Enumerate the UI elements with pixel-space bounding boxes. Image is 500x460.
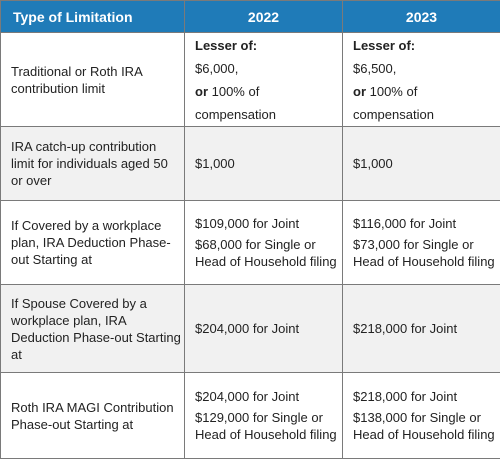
percent-line: or 100% of — [353, 80, 497, 103]
cell-2023: $116,000 for Joint $73,000 for Single or… — [342, 200, 500, 285]
single-value: $73,000 for Single or Head of Household … — [353, 237, 495, 269]
joint-value: $109,000 for Joint — [195, 216, 300, 231]
header-type-of-limitation: Type of Limitation — [0, 0, 185, 33]
percent-text: 100% of — [366, 83, 418, 99]
header-row: Type of Limitation 2022 2023 — [0, 0, 500, 33]
compensation-text: compensation — [195, 106, 276, 122]
cell-2023: $218,000 for Joint $138,000 for Single o… — [342, 372, 500, 459]
table-row: If Covered by a workplace plan, IRA Dedu… — [0, 200, 500, 285]
table-row: IRA catch-up contribution limit for indi… — [0, 126, 500, 201]
joint-value: $204,000 for Joint — [195, 389, 300, 404]
amount-value: $6,000, — [195, 60, 239, 76]
or-label: or — [353, 83, 366, 99]
row-label: If Covered by a workplace plan, IRA Dedu… — [0, 200, 185, 285]
joint-value: $218,000 for Joint — [353, 389, 458, 404]
percent-line: or 100% of — [195, 80, 339, 103]
compensation-text: compensation — [353, 106, 434, 122]
row-label: If Spouse Covered by a workplace plan, I… — [0, 284, 185, 373]
table-row: Roth IRA MAGI Contribution Phase-out Sta… — [0, 372, 500, 459]
cell-2023: Lesser of: $6,500, or 100% of compensati… — [342, 32, 500, 127]
row-label: IRA catch-up contribution limit for indi… — [0, 126, 185, 201]
table-row: Traditional or Roth IRA contribution lim… — [0, 32, 500, 127]
percent-text: 100% of — [208, 83, 260, 99]
joint-value: $116,000 for Joint — [353, 216, 457, 231]
table-row: If Spouse Covered by a workplace plan, I… — [0, 284, 500, 373]
lesser-of-label: Lesser of: — [353, 37, 416, 53]
cell-2022: $1,000 — [184, 126, 343, 201]
row-label: Traditional or Roth IRA contribution lim… — [0, 32, 185, 127]
cell-2022: $109,000 for Joint $68,000 for Single or… — [184, 200, 343, 285]
lesser-of-label: Lesser of: — [195, 37, 258, 53]
cell-2022: Lesser of: $6,000, or 100% of compensati… — [184, 32, 343, 127]
single-value: $129,000 for Single or Head of Household… — [195, 410, 337, 442]
header-2023: 2023 — [342, 0, 500, 33]
cell-2022: $204,000 for Joint $129,000 for Single o… — [184, 372, 343, 459]
single-value: $68,000 for Single or Head of Household … — [195, 237, 337, 269]
cell-2023: $218,000 for Joint — [342, 284, 500, 373]
single-value: $138,000 for Single or Head of Household… — [353, 410, 495, 442]
row-label: Roth IRA MAGI Contribution Phase-out Sta… — [0, 372, 185, 459]
cell-2023: $1,000 — [342, 126, 500, 201]
amount-value: $6,500, — [353, 60, 397, 76]
or-label: or — [195, 83, 208, 99]
header-2022: 2022 — [184, 0, 343, 33]
cell-2022: $204,000 for Joint — [184, 284, 343, 373]
